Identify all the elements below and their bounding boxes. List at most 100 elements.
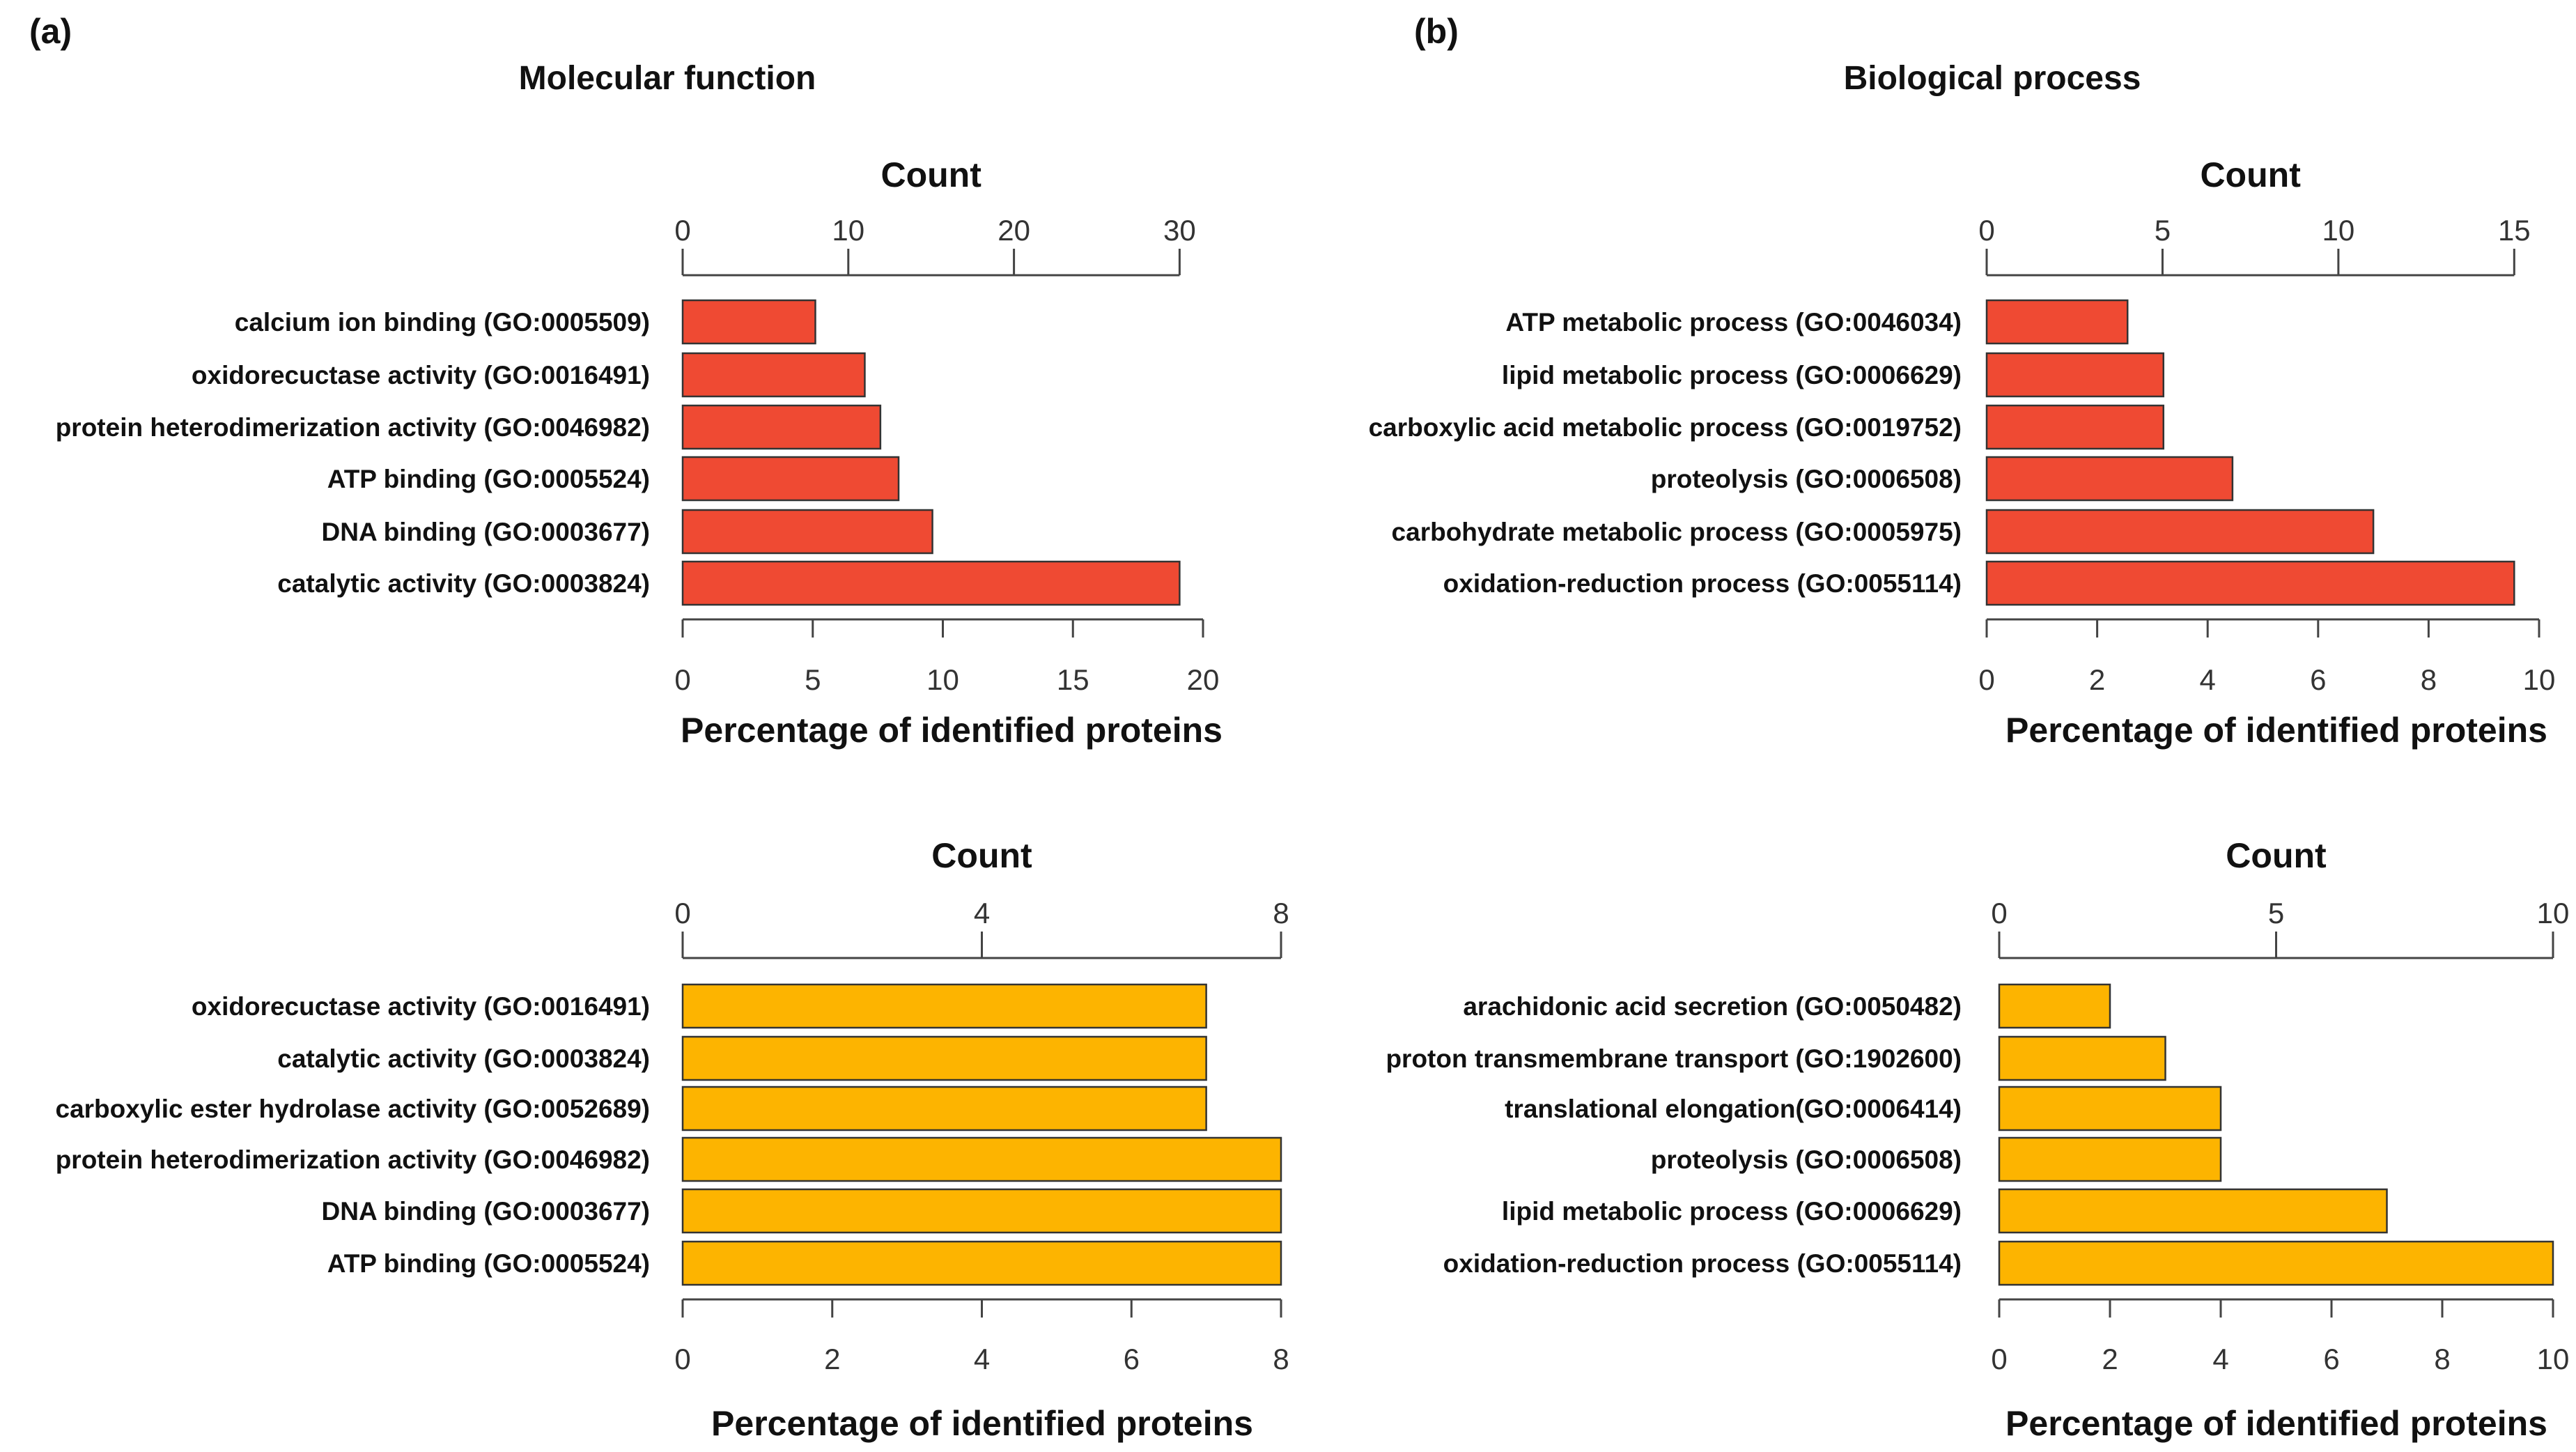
- bar: [1985, 352, 2165, 398]
- bar: [681, 404, 882, 450]
- bar: [1998, 1240, 2554, 1286]
- category-label: lipid metabolic process (GO:0006629): [1502, 1197, 1962, 1226]
- category-label: translational elongation(GO:0006414): [1505, 1095, 1962, 1123]
- count-tick-label: 0: [1978, 214, 1994, 247]
- percentage-tick-label: 8: [2421, 663, 2437, 696]
- category-label: carboxylic acid metabolic process (GO:00…: [1369, 413, 1962, 442]
- category-label: lipid metabolic process (GO:0006629): [1502, 361, 1962, 389]
- bar: [681, 509, 933, 555]
- bar: [681, 983, 1207, 1029]
- bar: [1985, 456, 2234, 502]
- percentage-tick-label: 10: [2523, 663, 2556, 696]
- percentage-tick-label: 6: [1124, 1343, 1140, 1375]
- category-label: carboxylic ester hydrolase activity (GO:…: [56, 1095, 651, 1123]
- category-label: oxidorecuctase activity (GO:0016491): [192, 992, 650, 1021]
- count-tick-label: 10: [832, 214, 864, 247]
- bar: [1985, 404, 2165, 450]
- bar: [1985, 560, 2515, 606]
- category-label: oxidation-reduction process (GO:0055114): [1443, 1249, 1962, 1278]
- percentage-tick-label: 4: [2212, 1343, 2228, 1375]
- bar: [681, 1188, 1282, 1234]
- bar: [681, 352, 866, 398]
- category-label: ATP metabolic process (GO:0046034): [1505, 308, 1962, 337]
- percentage-tick-label: 2: [824, 1343, 840, 1375]
- category-label: arachidonic acid secretion (GO:0050482): [1463, 992, 1962, 1021]
- chart-biological-process-up: Count 0 5 10 15 ATP metabolic process (GO:004…: [1369, 155, 2556, 750]
- chart-molecular-function-down: Count 0 4 8 oxidorecuctase activity (GO:0016…: [56, 836, 1289, 1443]
- percentage-tick-label: 20: [1187, 663, 1220, 696]
- bar: [1998, 1035, 2166, 1081]
- percentage-tick-label: 2: [2102, 1343, 2118, 1375]
- category-label: proteolysis (GO:0006508): [1651, 1145, 1962, 1174]
- bar: [681, 1086, 1207, 1132]
- bar: [681, 299, 816, 345]
- count-tick-label: 0: [674, 897, 690, 929]
- percentage-tick-label: 15: [1057, 663, 1089, 696]
- percentage-tick-label: 5: [805, 663, 821, 696]
- count-tick-label: 0: [674, 214, 690, 247]
- bar: [681, 1240, 1282, 1286]
- percentage-axis-title: Percentage of identified proteins: [711, 1404, 1253, 1443]
- category-label: proteolysis (GO:0006508): [1651, 465, 1962, 493]
- category-label: DNA binding (GO:0003677): [322, 1197, 650, 1226]
- bar: [681, 1136, 1282, 1182]
- bar: [1998, 1086, 2222, 1132]
- count-tick-label: 20: [998, 214, 1030, 247]
- percentage-tick-label: 0: [674, 663, 690, 696]
- category-label: oxidorecuctase activity (GO:0016491): [192, 361, 650, 389]
- percentage-tick-label: 0: [674, 1343, 690, 1375]
- category-label: protein heterodimerization activity (GO:…: [56, 413, 650, 442]
- bar: [681, 1035, 1207, 1081]
- percentage-tick-label: 2: [2089, 663, 2105, 696]
- count-tick-label: 10: [2537, 897, 2570, 929]
- category-label: protein heterodimerization activity (GO:…: [56, 1145, 650, 1174]
- bar: [1998, 1188, 2388, 1234]
- section-title-molecular-function: Molecular function: [519, 60, 816, 97]
- count-axis-title: Count: [2200, 155, 2301, 194]
- percentage-tick-label: 0: [1991, 1343, 2007, 1375]
- bar: [681, 456, 900, 502]
- category-label: ATP binding (GO:0005524): [327, 465, 650, 493]
- category-label: DNA binding (GO:0003677): [322, 518, 650, 546]
- percentage-tick-label: 10: [926, 663, 959, 696]
- chart-molecular-function-up: Count 0 10 20 30 calcium ion binding (GO:0005…: [56, 155, 1223, 750]
- category-label: oxidation-reduction process (GO:0055114): [1443, 569, 1962, 598]
- count-tick-label: 15: [2498, 214, 2531, 247]
- chart-biological-process-down: Count 0 5 10 arachidonic acid secretion (GO:…: [1386, 836, 2569, 1443]
- bar: [1998, 1136, 2222, 1182]
- count-tick-label: 5: [2268, 897, 2284, 929]
- percentage-tick-label: 8: [1273, 1343, 1289, 1375]
- count-tick-label: 8: [1273, 897, 1289, 929]
- category-label: proton transmembrane transport (GO:19026…: [1386, 1044, 1962, 1073]
- percentage-tick-label: 6: [2310, 663, 2326, 696]
- section-title-biological-process: Biological process: [1844, 60, 2141, 97]
- bar: [1998, 983, 2111, 1029]
- percentage-tick-label: 0: [1978, 663, 1994, 696]
- count-axis-title: Count: [880, 155, 981, 194]
- category-label: ATP binding (GO:0005524): [327, 1249, 650, 1278]
- percentage-tick-label: 4: [974, 1343, 990, 1375]
- count-tick-label: 0: [1991, 897, 2007, 929]
- count-tick-label: 4: [974, 897, 990, 929]
- percentage-axis-title: Percentage of identified proteins: [681, 711, 1223, 750]
- percentage-tick-label: 8: [2434, 1343, 2450, 1375]
- count-tick-label: 30: [1163, 214, 1196, 247]
- percentage-tick-label: 10: [2537, 1343, 2570, 1375]
- category-label: catalytic activity (GO:0003824): [277, 1044, 650, 1073]
- count-axis-title: Count: [931, 836, 1032, 875]
- bar: [681, 560, 1181, 606]
- percentage-tick-label: 6: [2323, 1343, 2339, 1375]
- percentage-axis-title: Percentage of identified proteins: [2005, 711, 2547, 750]
- bar: [1985, 299, 2129, 345]
- bar: [1985, 509, 2375, 555]
- category-label: catalytic activity (GO:0003824): [277, 569, 650, 598]
- percentage-axis-title: Percentage of identified proteins: [2005, 1404, 2547, 1443]
- panel-label-a: (a): [29, 12, 72, 51]
- panel-label-b: (b): [1414, 12, 1459, 51]
- count-tick-label: 10: [2322, 214, 2355, 247]
- count-tick-label: 5: [2155, 214, 2171, 247]
- percentage-tick-label: 4: [2200, 663, 2216, 696]
- category-label: calcium ion binding (GO:0005509): [235, 308, 650, 337]
- count-axis-title: Count: [2226, 836, 2327, 875]
